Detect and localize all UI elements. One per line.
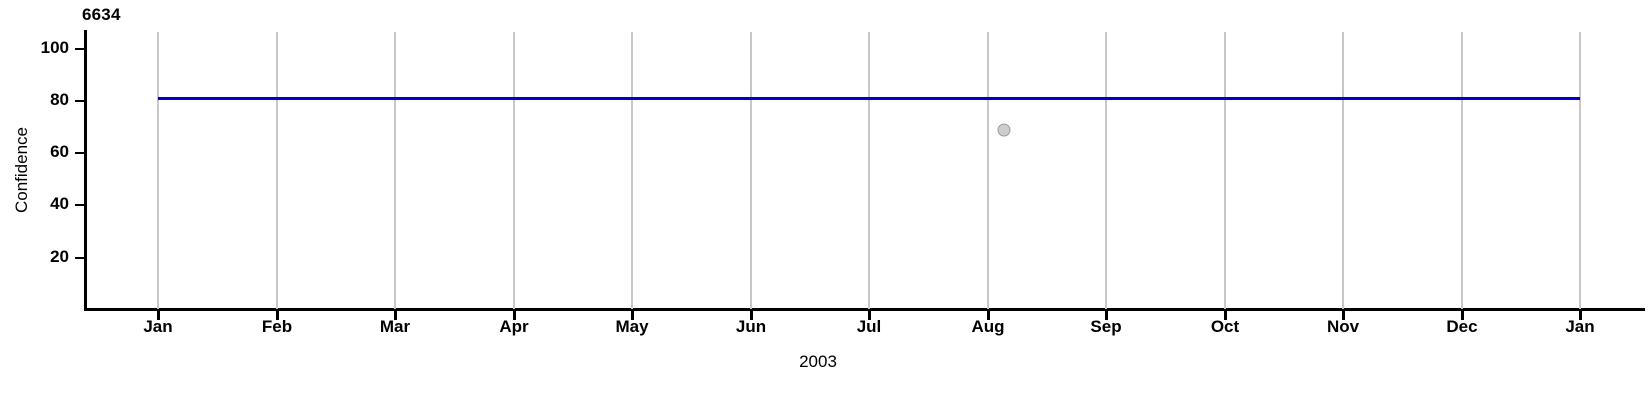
y-tick-mark: [75, 204, 84, 206]
gridline: [394, 32, 396, 309]
y-tick-mark: [75, 100, 84, 102]
y-tick-label: 80: [50, 90, 69, 109]
gridline: [868, 32, 870, 309]
y-tick-mark: [75, 257, 84, 259]
y-tick-label: 40: [50, 194, 69, 213]
x-tick-label-sep: Sep: [1090, 317, 1122, 336]
x-tick-label-nov: Nov: [1326, 317, 1360, 336]
x-tick-mark: [750, 311, 753, 320]
gridline: [750, 32, 752, 309]
x-tick-label-feb: Feb: [261, 317, 293, 336]
y-tick-mark: [75, 48, 84, 50]
gridline: [513, 32, 515, 309]
x-tick-label-mar: Mar: [379, 317, 411, 336]
y-axis-title: Confidence: [12, 126, 31, 214]
gridline: [987, 32, 989, 309]
data-point-marker[interactable]: [997, 123, 1011, 137]
x-tick-mark: [1461, 311, 1464, 320]
y-tick-mark: [75, 152, 84, 154]
gridline: [631, 32, 633, 309]
x-tick-label-jun: Jun: [735, 317, 767, 336]
y-tick-label: 60: [50, 142, 69, 161]
x-tick-mark: [394, 311, 397, 320]
x-tick-label-apr: Apr: [499, 317, 529, 336]
x-tick-mark: [276, 311, 279, 320]
x-tick-mark: [1342, 311, 1345, 320]
gridline: [1105, 32, 1107, 309]
x-tick-label-jan: Jan: [143, 317, 173, 336]
x-axis-title: 2003: [799, 352, 837, 371]
x-tick-label-jul: Jul: [856, 317, 882, 336]
x-tick-mark: [1579, 311, 1582, 320]
chart-title: 6634: [82, 5, 121, 24]
x-tick-mark: [631, 311, 634, 320]
gridline: [1224, 32, 1226, 309]
x-tick-label-may: May: [615, 317, 649, 336]
x-tick-mark: [987, 311, 990, 320]
x-tick-mark: [157, 311, 160, 320]
x-tick-label-jan2: Jan: [1565, 317, 1595, 336]
x-axis-line: [84, 308, 1645, 311]
x-tick-mark: [513, 311, 516, 320]
threshold-line-series: [158, 97, 1580, 100]
x-tick-mark: [868, 311, 871, 320]
x-tick-mark: [1224, 311, 1227, 320]
x-tick-label-aug: Aug: [971, 317, 1005, 336]
gridline: [276, 32, 278, 309]
gridline: [1461, 32, 1463, 309]
y-axis-line: [84, 30, 87, 311]
x-tick-label-oct: Oct: [1210, 317, 1240, 336]
gridline: [1342, 32, 1344, 309]
gridline: [1579, 32, 1581, 309]
y-tick-label: 20: [50, 247, 69, 266]
gridline: [157, 32, 159, 309]
y-tick-label: 100: [40, 38, 69, 57]
x-tick-label-dec: Dec: [1446, 317, 1478, 336]
x-tick-mark: [1105, 311, 1108, 320]
